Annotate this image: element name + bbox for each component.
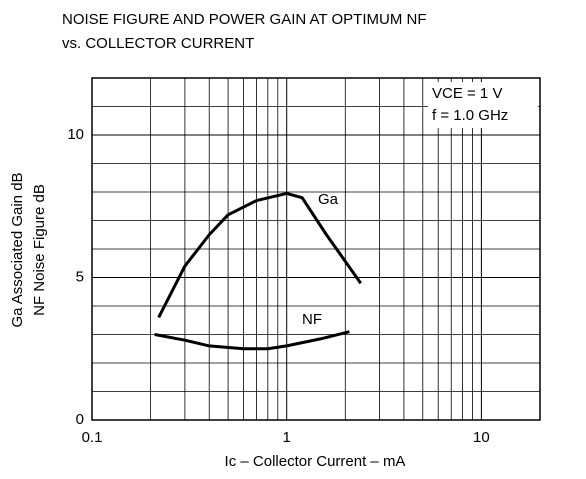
chart-title: NOISE FIGURE AND POWER GAIN AT OPTIMUM N… (62, 11, 426, 28)
annotation: f = 1.0 GHz (432, 107, 508, 124)
series-label: NF (302, 311, 322, 328)
y-tick-label: 5 (76, 268, 84, 285)
x-tick-label: 1 (283, 429, 291, 446)
y-axis-label: NF Noise Figure dB (31, 184, 48, 316)
y-tick-label: 0 (76, 411, 84, 428)
annotation-box (428, 82, 538, 128)
series-label: Ga (318, 191, 339, 208)
line (157, 191, 362, 319)
plot-frame (91, 77, 541, 421)
chart-title: vs. COLLECTOR CURRENT (62, 35, 254, 52)
y-axis-label: Ga Associated Gain dB (9, 172, 26, 327)
x-axis-label: Ic – Collector Current – mA (225, 453, 406, 470)
x-tick-label: 10 (473, 429, 490, 446)
annotation: VCE = 1 V (432, 85, 502, 102)
x-tick-label: 0.1 (82, 429, 103, 446)
y-tick-label: 10 (67, 126, 84, 143)
line (154, 330, 350, 351)
